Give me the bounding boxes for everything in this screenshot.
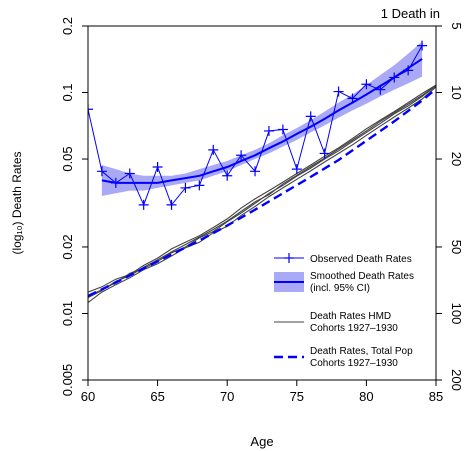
right-tick-label: 100	[449, 303, 464, 325]
y-tick-label: 0.2	[60, 17, 75, 35]
observed-point-marker	[88, 104, 93, 115]
observed-point-marker	[291, 164, 302, 175]
observed-point-marker	[389, 72, 400, 83]
hmd-cohort-line-1	[88, 84, 436, 293]
plot-frame	[87, 25, 437, 381]
observed-point-marker	[236, 150, 247, 161]
legend-observed-marker	[284, 253, 294, 263]
observed-point-marker	[403, 65, 414, 76]
legend-label: Death Rates, Total Pop	[310, 346, 413, 357]
observed-point-marker	[263, 125, 274, 136]
observed-point-marker	[361, 79, 372, 90]
right-axis-title: 1 Death in	[381, 6, 440, 21]
observed-point-marker	[222, 170, 233, 181]
legend-label: Cohorts 1927–1930	[310, 323, 398, 334]
hmd-cohort-line-4	[88, 85, 436, 299]
observed-point-marker	[166, 199, 177, 210]
y-tick-label: 0.01	[60, 301, 75, 326]
observed-point-marker	[208, 144, 219, 155]
observed-point-marker	[333, 86, 344, 97]
legend: Observed Death Rates Smoothed Death Rates…	[274, 253, 414, 369]
legend-label: (incl. 95% CI)	[310, 283, 370, 294]
x-tick-label: 60	[81, 389, 95, 404]
observed-point-marker	[250, 166, 261, 177]
right-tick-label: 200	[449, 369, 464, 391]
y-tick-label: 0.005	[60, 364, 75, 397]
right-tick-label: 20	[449, 152, 464, 166]
hmd-cohort-line-3	[88, 86, 436, 304]
observed-point-marker	[375, 84, 386, 95]
smoothed-death-rate-line	[101, 58, 423, 184]
y-tick-label: 0.1	[60, 83, 75, 101]
observed-point-marker	[194, 180, 205, 191]
right-tick-label: 50	[449, 240, 464, 254]
observed-point-marker	[138, 199, 149, 210]
observed-point-marker	[319, 148, 330, 159]
y-tick-label: 0.05	[60, 146, 75, 171]
right-tick-label: 5	[449, 22, 464, 29]
observed-point-marker	[96, 166, 107, 177]
x-tick-label: 80	[359, 389, 373, 404]
x-tick-label: 75	[290, 389, 304, 404]
observed-point-marker	[347, 93, 358, 104]
observed-point-marker	[152, 162, 163, 173]
legend-label: Smoothed Death Rates	[310, 271, 414, 282]
observed-point-marker	[124, 168, 135, 179]
x-tick-label: 65	[150, 389, 164, 404]
observed-point-marker	[110, 177, 121, 188]
y-tick-label: 0.02	[60, 234, 75, 259]
smoothed-ci-band	[101, 41, 423, 196]
legend-label: Death Rates HMD	[310, 311, 391, 322]
x-tick-label: 70	[220, 389, 234, 404]
legend-label: Observed Death Rates	[310, 254, 412, 265]
axes: 60 65 70 75 80 85 0.005 0.01 0.02 0.05 0.1 0.2 5 10 20…	[60, 17, 464, 404]
observed-point-marker	[277, 124, 288, 135]
observed-point-marker	[180, 182, 191, 193]
right-tick-label: 10	[449, 85, 464, 99]
total-pop-dashed-line	[88, 87, 436, 298]
y-axis-label: (log₁₀) Death Rates	[10, 151, 24, 254]
x-axis-label: Age	[250, 434, 273, 449]
plot-area	[88, 40, 436, 304]
x-tick-label: 85	[429, 389, 443, 404]
legend-label: Cohorts 1927–1930	[310, 358, 398, 369]
observed-point-marker	[417, 40, 428, 51]
observed-point-marker	[305, 111, 316, 122]
